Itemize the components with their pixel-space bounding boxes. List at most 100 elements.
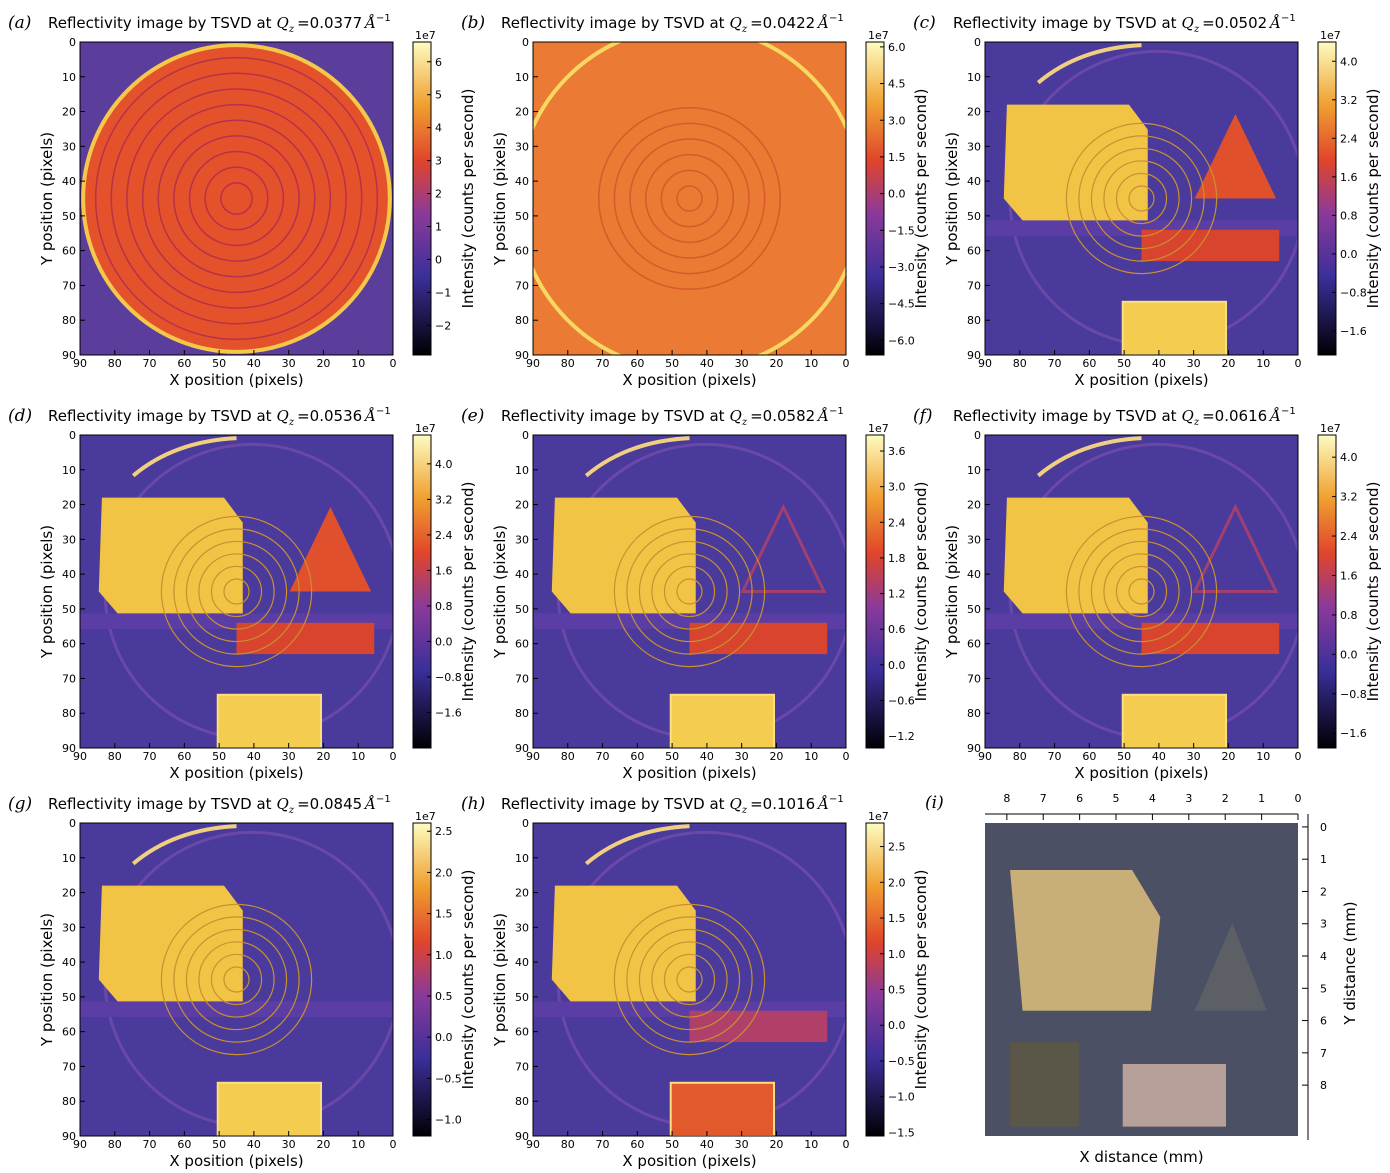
- heatmap-image: [80, 42, 393, 355]
- q-subscript: z: [741, 417, 748, 428]
- y-tick-label: 30: [62, 533, 76, 546]
- colorbar-tick-label: 0.0: [888, 1019, 906, 1032]
- colorbar-tick-label: −1.5: [888, 1126, 915, 1139]
- y-tick-label: 7: [1320, 1047, 1327, 1060]
- y-tick-label: 80: [515, 707, 529, 720]
- y-tick-label: 60: [967, 245, 981, 258]
- colorbar-tick-label: −1: [435, 286, 451, 299]
- y-tick-label: 90: [62, 349, 76, 362]
- unit-exponent: −1: [829, 794, 844, 805]
- x-tick-label: 60: [630, 357, 644, 370]
- x-tick-label: 30: [282, 357, 296, 370]
- x-tick-label: 40: [247, 357, 261, 370]
- title-text: Reflectivity image by TSVD at: [501, 795, 725, 813]
- x-tick-label: 80: [561, 1138, 575, 1151]
- y-tick-label: 8: [1320, 1079, 1327, 1092]
- y-tick-label: 50: [515, 210, 529, 223]
- x-tick-label: 0: [390, 750, 397, 763]
- y-tick-label: 50: [62, 991, 76, 1004]
- unit-exponent: −1: [376, 13, 391, 24]
- colorbar-scale: 1e7: [868, 29, 889, 42]
- x-tick-label: 8: [1003, 792, 1010, 805]
- y-tick-label: 10: [62, 71, 76, 84]
- colorbar: [866, 823, 884, 1136]
- x-tick-label: 0: [390, 357, 397, 370]
- heatmap-image: [517, 26, 861, 370]
- y-tick-label: 90: [62, 1130, 76, 1143]
- y-tick-label: 50: [515, 991, 529, 1004]
- colorbar-tick-label: 2.0: [888, 876, 906, 889]
- y-tick-label: 5: [1320, 982, 1327, 995]
- y-tick-label: 0: [974, 36, 981, 49]
- y-tick-label: 0: [1320, 821, 1327, 834]
- panel-label: (f): [913, 406, 933, 426]
- title-text: Reflectivity image by TSVD at: [48, 14, 272, 32]
- colorbar-tick-label: 3.2: [1340, 94, 1358, 107]
- y-tick-label: 50: [62, 210, 76, 223]
- y-tick-label: 10: [515, 71, 529, 84]
- x-tick-label: 20: [769, 1138, 783, 1151]
- x-tick-label: 50: [212, 750, 226, 763]
- colorbar-tick-label: 4.5: [888, 78, 906, 91]
- x-tick-label: 60: [630, 1138, 644, 1151]
- y-tick-label: 20: [967, 499, 981, 512]
- figure: (a)Reflectivity image by TSVD atQz=0.037…: [0, 0, 1390, 1169]
- unit-exponent: −1: [376, 406, 391, 417]
- x-tick-label: 2: [1222, 792, 1229, 805]
- x-tick-label: 70: [1048, 750, 1062, 763]
- x-tick-label: 80: [108, 1138, 122, 1151]
- stripe: [690, 623, 828, 654]
- colorbar-tick-label: 3.2: [1340, 491, 1358, 504]
- y-tick-label: 1: [1320, 853, 1327, 866]
- y-tick-label: 20: [62, 887, 76, 900]
- x-tick-label: 50: [665, 357, 679, 370]
- title-text: Reflectivity image by TSVD at: [953, 407, 1177, 425]
- y-tick-label: 50: [967, 210, 981, 223]
- colorbar-tick-label: 2: [435, 188, 442, 201]
- x-tick-label: 0: [390, 1138, 397, 1151]
- y-tick-label: 10: [62, 852, 76, 865]
- unit: Å: [816, 14, 829, 32]
- y-tick-label: 60: [515, 638, 529, 651]
- y-axis-label: Y position (pixels): [943, 132, 961, 266]
- y-tick-label: 20: [515, 499, 529, 512]
- colorbar-tick-label: 1.6: [1340, 569, 1358, 582]
- colorbar-tick-label: 0.8: [1340, 209, 1358, 222]
- x-tick-label: 10: [1256, 357, 1270, 370]
- title-text: Reflectivity image by TSVD at: [48, 795, 272, 813]
- x-tick-label: 60: [1082, 750, 1096, 763]
- band: [80, 1001, 393, 1017]
- x-tick-label: 80: [108, 750, 122, 763]
- x-axis-label: X position (pixels): [622, 371, 756, 389]
- x-tick-label: 6: [1076, 792, 1083, 805]
- y-tick-label: 50: [62, 603, 76, 616]
- colorbar-tick-label: 5: [435, 89, 442, 102]
- colorbar-tick-label: 2.0: [435, 866, 453, 879]
- x-tick-label: 70: [143, 750, 157, 763]
- y-tick-label: 10: [515, 464, 529, 477]
- colorbar: [866, 435, 884, 748]
- y-tick-label: 90: [62, 742, 76, 755]
- y-tick-label: 3: [1320, 918, 1327, 931]
- x-tick-label: 20: [1221, 357, 1235, 370]
- q-subscript: z: [741, 805, 748, 816]
- y-axis-label: Y distance (mm): [1341, 901, 1359, 1025]
- y-tick-label: 70: [967, 279, 981, 292]
- colorbar-tick-label: 6.0: [888, 41, 906, 54]
- colorbar-label: Intensity (counts per second): [1364, 482, 1382, 702]
- unit-exponent: −1: [829, 13, 844, 24]
- heatmap-image: [985, 435, 1304, 748]
- colorbar-tick-label: −1.0: [435, 1114, 462, 1127]
- colorbar-tick-label: 3: [435, 155, 442, 168]
- colorbar-scale: 1e7: [415, 810, 436, 823]
- colorbar-label: Intensity (counts per second): [459, 482, 477, 702]
- unit: Å: [363, 14, 376, 32]
- x-tick-label: 4: [1149, 792, 1156, 805]
- colorbar-tick-label: −4.5: [888, 298, 915, 311]
- unit: Å: [363, 795, 376, 813]
- colorbar-tick-label: 0.5: [888, 984, 906, 997]
- x-tick-label: 60: [630, 750, 644, 763]
- x-tick-label: 50: [212, 1138, 226, 1151]
- y-tick-label: 50: [967, 603, 981, 616]
- panel-label: (g): [8, 794, 32, 814]
